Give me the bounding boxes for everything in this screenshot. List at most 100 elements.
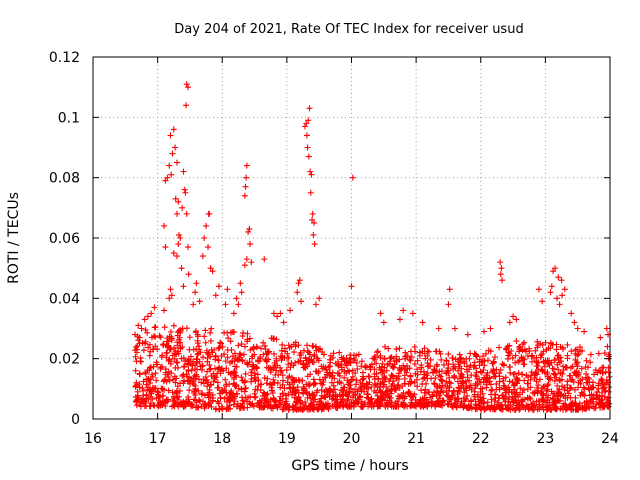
data-point xyxy=(227,329,234,336)
data-point xyxy=(135,322,142,329)
data-point xyxy=(224,354,231,361)
y-tick-label: 0.06 xyxy=(49,231,80,247)
data-point xyxy=(284,350,291,357)
data-point xyxy=(341,374,348,381)
data-point xyxy=(195,350,202,357)
data-point xyxy=(171,395,178,402)
data-point xyxy=(305,349,312,356)
data-point xyxy=(515,358,522,365)
data-point xyxy=(218,403,225,410)
data-point xyxy=(409,310,416,317)
data-point xyxy=(412,348,419,355)
data-point xyxy=(425,400,432,407)
data-point xyxy=(164,335,171,342)
data-point xyxy=(133,346,140,353)
data-point xyxy=(356,393,363,400)
data-point xyxy=(230,310,237,317)
data-point xyxy=(241,192,248,199)
data-point xyxy=(544,357,551,364)
data-point xyxy=(490,373,497,380)
data-point xyxy=(170,322,177,329)
data-point xyxy=(528,369,535,376)
data-point xyxy=(281,345,288,352)
data-point xyxy=(202,327,209,334)
data-point xyxy=(190,301,197,308)
data-point xyxy=(341,358,348,365)
data-point xyxy=(154,361,161,368)
data-point xyxy=(505,404,512,411)
data-point xyxy=(344,402,351,409)
data-point xyxy=(229,394,236,401)
data-point xyxy=(336,370,343,377)
data-points xyxy=(132,81,613,413)
data-point xyxy=(506,378,513,385)
data-point xyxy=(586,405,593,412)
data-point xyxy=(307,371,314,378)
data-point xyxy=(298,298,305,305)
data-point xyxy=(228,358,235,365)
data-point xyxy=(331,375,338,382)
data-point xyxy=(497,271,504,278)
data-point xyxy=(248,259,255,266)
y-tick-label: 0.1 xyxy=(58,110,80,126)
data-point xyxy=(544,382,551,389)
data-point xyxy=(194,337,201,344)
data-point xyxy=(299,361,306,368)
data-point xyxy=(572,370,579,377)
data-point xyxy=(141,316,148,323)
data-point xyxy=(245,228,252,235)
data-point xyxy=(348,377,355,384)
data-point xyxy=(214,384,221,391)
y-tick-label: 0.04 xyxy=(49,291,80,307)
data-point xyxy=(489,368,496,375)
data-point xyxy=(140,378,147,385)
data-point xyxy=(434,384,441,391)
data-point xyxy=(143,381,150,388)
data-point xyxy=(529,352,536,359)
data-point xyxy=(474,375,481,382)
data-point xyxy=(271,359,278,366)
data-point xyxy=(377,389,384,396)
data-point xyxy=(147,393,154,400)
data-point xyxy=(151,324,158,331)
data-point xyxy=(445,301,452,308)
data-point xyxy=(199,398,206,405)
data-point xyxy=(294,405,301,412)
data-point xyxy=(387,355,394,362)
data-point xyxy=(168,292,175,299)
data-point xyxy=(220,388,227,395)
data-point xyxy=(132,383,139,390)
data-point xyxy=(395,376,402,383)
data-point xyxy=(543,371,550,378)
data-point xyxy=(496,370,503,377)
data-point xyxy=(450,363,457,370)
data-point xyxy=(185,396,192,403)
data-point xyxy=(575,384,582,391)
data-point xyxy=(186,374,193,381)
data-point xyxy=(255,402,262,409)
data-point xyxy=(496,384,503,391)
data-point xyxy=(568,401,575,408)
data-point xyxy=(279,390,286,397)
data-point xyxy=(358,383,365,390)
data-point xyxy=(537,354,544,361)
data-point xyxy=(257,353,264,360)
data-point xyxy=(207,337,214,344)
data-point xyxy=(244,338,251,345)
data-point xyxy=(471,359,478,366)
data-point xyxy=(472,405,479,412)
data-point xyxy=(225,405,232,412)
x-axis-label: GPS time / hours xyxy=(291,458,408,474)
data-point xyxy=(306,105,313,112)
data-point xyxy=(393,375,400,382)
y-axis-label: ROTI / TECUs xyxy=(6,192,22,284)
data-point xyxy=(417,403,424,410)
data-point xyxy=(398,391,405,398)
data-point xyxy=(382,402,389,409)
data-point xyxy=(578,365,585,372)
x-tick-labels: 16 17 18 19 20 21 22 23 24 xyxy=(84,431,619,447)
data-point xyxy=(446,384,453,391)
data-point xyxy=(572,406,579,413)
data-point xyxy=(159,392,166,399)
data-point xyxy=(137,355,144,362)
